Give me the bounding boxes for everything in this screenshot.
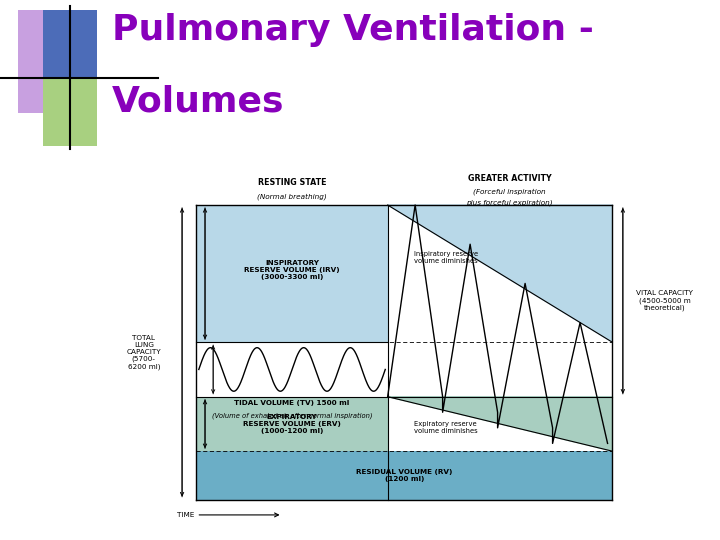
Bar xyxy=(18,10,61,78)
Text: VITAL CAPACITY
(4500-5000 m
theoretical): VITAL CAPACITY (4500-5000 m theoretical) xyxy=(636,291,693,312)
Text: TIME: TIME xyxy=(176,512,194,518)
Text: (Normal breathing): (Normal breathing) xyxy=(257,193,327,200)
Text: TIDAL VOLUME (TV) 1500 ml: TIDAL VOLUME (TV) 1500 ml xyxy=(235,400,350,406)
Bar xyxy=(197,451,612,500)
Text: TOTAL
LUNG
CAPACITY
(5700-
6200 ml): TOTAL LUNG CAPACITY (5700- 6200 ml) xyxy=(127,335,161,370)
Text: RESTING STATE: RESTING STATE xyxy=(258,178,326,187)
Text: Volumes: Volumes xyxy=(112,84,284,118)
Text: RESIDUAL VOLUME (RV)
(1200 ml): RESIDUAL VOLUME (RV) (1200 ml) xyxy=(356,469,453,482)
Text: INSPIRATORY
RESERVE VOLUME (IRV)
(3000-3300 ml): INSPIRATORY RESERVE VOLUME (IRV) (3000-3… xyxy=(244,260,340,280)
Text: Expiratory reserve
volume diminishes: Expiratory reserve volume diminishes xyxy=(414,421,477,435)
Polygon shape xyxy=(387,205,612,342)
Text: EXPIRATORY
RESERVE VOLUME (ERV)
(1000-1200 ml): EXPIRATORY RESERVE VOLUME (ERV) (1000-12… xyxy=(243,414,341,434)
Bar xyxy=(197,397,387,451)
Bar xyxy=(43,78,97,146)
Polygon shape xyxy=(387,397,612,451)
Text: (Forceful inspiration: (Forceful inspiration xyxy=(473,188,546,194)
Text: Pulmonary Ventilation -: Pulmonary Ventilation - xyxy=(112,13,593,47)
Text: GREATER ACTIVITY: GREATER ACTIVITY xyxy=(468,174,552,183)
Bar xyxy=(197,205,387,342)
Text: Inspiratory reserve
volume diminishes: Inspiratory reserve volume diminishes xyxy=(414,251,478,264)
Bar xyxy=(197,342,387,397)
Text: (Volume of exhaled air after normal inspiration): (Volume of exhaled air after normal insp… xyxy=(212,412,372,418)
Text: plus forceful expiration): plus forceful expiration) xyxy=(467,199,553,206)
Bar xyxy=(43,10,97,78)
Bar xyxy=(18,73,61,113)
